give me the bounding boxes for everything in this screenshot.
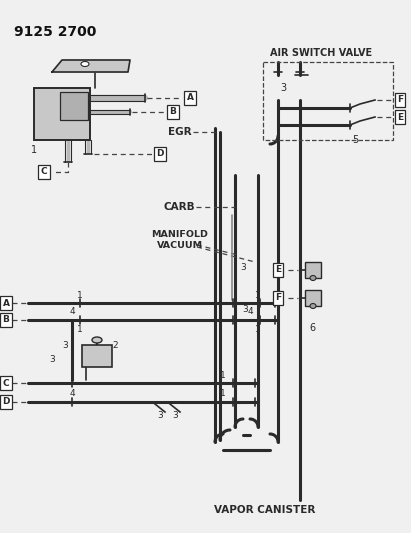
Text: C: C bbox=[3, 378, 9, 387]
Text: CARB: CARB bbox=[164, 202, 195, 212]
Text: 1: 1 bbox=[31, 145, 37, 155]
Text: A: A bbox=[2, 298, 9, 308]
Text: 3: 3 bbox=[49, 356, 55, 365]
Polygon shape bbox=[52, 60, 130, 72]
Text: C: C bbox=[41, 167, 47, 176]
Text: 4: 4 bbox=[247, 306, 253, 316]
Text: 2: 2 bbox=[112, 341, 118, 350]
Ellipse shape bbox=[92, 337, 102, 343]
Text: 3: 3 bbox=[240, 263, 246, 272]
Text: 3: 3 bbox=[172, 411, 178, 421]
Text: D: D bbox=[156, 149, 164, 158]
FancyBboxPatch shape bbox=[60, 92, 88, 120]
Text: E: E bbox=[275, 265, 281, 274]
Text: 1: 1 bbox=[255, 326, 261, 335]
FancyBboxPatch shape bbox=[82, 345, 112, 367]
Text: D: D bbox=[2, 398, 10, 407]
Text: 5: 5 bbox=[352, 135, 358, 145]
Text: B: B bbox=[2, 316, 9, 325]
Text: E: E bbox=[397, 112, 403, 122]
Ellipse shape bbox=[310, 276, 316, 280]
Text: 1: 1 bbox=[77, 326, 83, 335]
Text: 1: 1 bbox=[220, 370, 226, 379]
Text: 4: 4 bbox=[69, 389, 75, 398]
Text: 1: 1 bbox=[77, 290, 83, 300]
Text: 3: 3 bbox=[242, 304, 248, 313]
Text: 9125 2700: 9125 2700 bbox=[14, 25, 96, 39]
Text: AIR SWITCH VALVE: AIR SWITCH VALVE bbox=[270, 48, 372, 58]
Text: EGR: EGR bbox=[169, 127, 192, 137]
Text: 6: 6 bbox=[309, 323, 315, 333]
Text: F: F bbox=[397, 95, 403, 104]
FancyBboxPatch shape bbox=[305, 262, 321, 278]
FancyBboxPatch shape bbox=[305, 290, 321, 306]
Text: A: A bbox=[187, 93, 194, 102]
Text: MANIFOLD
VACUUM: MANIFOLD VACUUM bbox=[152, 230, 208, 249]
Text: 1: 1 bbox=[220, 390, 226, 399]
Text: 4: 4 bbox=[69, 306, 75, 316]
Text: B: B bbox=[170, 108, 176, 117]
Text: 3: 3 bbox=[280, 83, 286, 93]
Ellipse shape bbox=[81, 61, 89, 67]
Ellipse shape bbox=[310, 303, 316, 309]
Text: 1: 1 bbox=[255, 290, 261, 300]
Text: 3: 3 bbox=[62, 341, 68, 350]
Text: 3: 3 bbox=[157, 411, 163, 421]
Text: F: F bbox=[275, 294, 281, 303]
FancyBboxPatch shape bbox=[34, 88, 90, 140]
Text: VAPOR CANISTER: VAPOR CANISTER bbox=[214, 505, 316, 515]
